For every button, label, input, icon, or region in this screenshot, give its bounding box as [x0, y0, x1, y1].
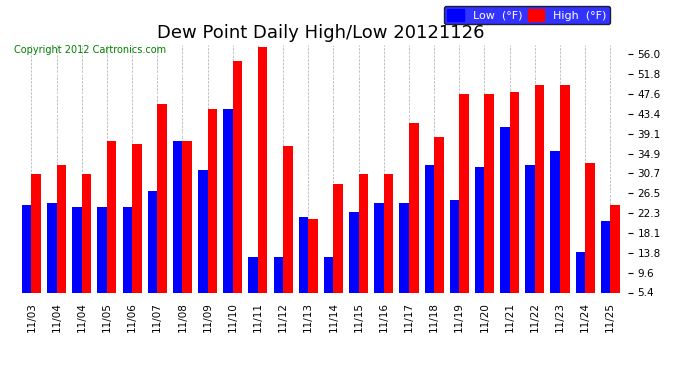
Bar [157, 104, 167, 318]
Bar [510, 92, 519, 318]
Bar [57, 165, 66, 318]
Bar [273, 257, 283, 318]
Bar [107, 141, 117, 318]
Bar [374, 202, 384, 318]
Bar [460, 94, 469, 318]
Bar [123, 207, 132, 318]
Bar [535, 85, 544, 318]
Bar [97, 207, 107, 318]
Bar [450, 200, 460, 318]
Bar [248, 257, 258, 318]
Bar [173, 141, 182, 318]
Bar [283, 146, 293, 318]
Bar [500, 128, 510, 318]
Bar [132, 144, 141, 318]
Bar [208, 108, 217, 318]
Bar [22, 205, 32, 318]
Bar [308, 219, 318, 318]
Bar [525, 165, 535, 318]
Bar [233, 62, 242, 318]
Bar [148, 191, 157, 318]
Bar [400, 202, 409, 318]
Bar [560, 85, 569, 318]
Bar [359, 174, 368, 318]
Bar [434, 137, 444, 318]
Bar [223, 108, 233, 318]
Bar [610, 205, 620, 318]
Bar [81, 174, 91, 318]
Bar [32, 174, 41, 318]
Bar [585, 163, 595, 318]
Bar [575, 252, 585, 318]
Bar [349, 212, 359, 318]
Bar [72, 207, 81, 318]
Text: Copyright 2012 Cartronics.com: Copyright 2012 Cartronics.com [14, 45, 166, 55]
Bar [475, 167, 484, 318]
Bar [333, 184, 343, 318]
Bar [324, 257, 333, 318]
Bar [198, 170, 208, 318]
Bar [551, 151, 560, 318]
Legend: Low  (°F), High  (°F): Low (°F), High (°F) [444, 6, 610, 24]
Bar [258, 47, 268, 318]
Bar [384, 174, 393, 318]
Bar [424, 165, 434, 318]
Bar [484, 94, 494, 318]
Bar [601, 222, 610, 318]
Bar [299, 217, 308, 318]
Bar [47, 202, 57, 318]
Title: Dew Point Daily High/Low 20121126: Dew Point Daily High/Low 20121126 [157, 24, 484, 42]
Bar [182, 141, 192, 318]
Bar [409, 123, 419, 318]
